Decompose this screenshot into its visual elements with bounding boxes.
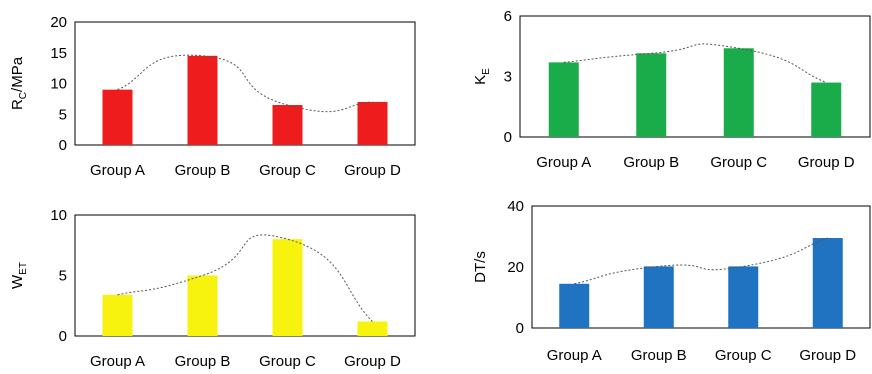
y-tick-label: 6 xyxy=(504,8,512,25)
bar-group-b xyxy=(187,275,218,336)
y-axis-label: KE xyxy=(472,68,492,85)
bar-group-a xyxy=(102,89,133,145)
x-tick-label: Group B xyxy=(175,162,231,179)
x-tick-label: Group A xyxy=(90,162,145,179)
y-tick-label: 3 xyxy=(504,69,512,86)
bar-group-b xyxy=(643,266,674,328)
bar-group-a xyxy=(102,294,133,336)
chart-2: 0 3 6 Group A Group B Group C Group D KE xyxy=(472,8,871,171)
x-tick-label: Group D xyxy=(798,154,855,171)
x-tick-label: Group B xyxy=(175,353,231,370)
bar-group-c xyxy=(272,105,303,145)
x-tick-label: Group D xyxy=(344,353,401,370)
x-tick-label: Group C xyxy=(710,154,767,171)
x-tick-label: Group B xyxy=(631,347,687,364)
y-tick-label: 40 xyxy=(507,198,524,215)
y-axis-label-subscript: C xyxy=(18,92,29,99)
bar-group-d xyxy=(811,82,842,137)
y-tick-label: 15 xyxy=(50,45,67,62)
y-axis-label: DT/s xyxy=(472,251,489,283)
bar-group-b xyxy=(187,55,218,146)
x-tick-label: Group C xyxy=(715,347,772,364)
bar-group-b xyxy=(636,53,667,137)
chart-4: 0 20 40 Group A Group B Group C Group D DT/s xyxy=(472,198,871,364)
bar-group-a xyxy=(559,283,590,328)
y-tick-label: 5 xyxy=(59,268,67,285)
y-axis-label-unit: /MPa xyxy=(9,56,26,92)
trend-line xyxy=(563,43,827,84)
y-axis-label-subscript: ET xyxy=(18,262,29,275)
y-axis-label-main: R xyxy=(9,99,26,110)
y-axis-label: WET xyxy=(9,262,29,289)
trend-line xyxy=(117,234,373,322)
x-tick-label: Group B xyxy=(623,154,679,171)
x-tick-label: Group C xyxy=(259,162,316,179)
y-axis-label-main: DT/s xyxy=(472,251,489,283)
bar-group-d xyxy=(812,238,843,328)
x-tick-label: Group D xyxy=(344,162,401,179)
trend-line xyxy=(117,54,373,113)
y-axis-label-main: K xyxy=(472,75,489,85)
plot-frame xyxy=(531,205,871,329)
y-tick-label: 0 xyxy=(59,328,67,345)
bar-group-d xyxy=(357,321,388,336)
y-axis-label: RC/MPa xyxy=(9,56,29,110)
bar-group-c xyxy=(728,266,759,328)
y-axis-label-subscript: E xyxy=(481,68,492,75)
x-tick-label: Group A xyxy=(536,154,591,171)
chart-3: 0 5 10 Group A Group B Group C Group D WET xyxy=(9,207,416,370)
y-tick-label: 0 xyxy=(516,320,524,337)
plot-frame xyxy=(74,21,416,146)
y-tick-label: 0 xyxy=(504,129,512,146)
bar-group-c xyxy=(272,239,303,336)
x-tick-label: Group A xyxy=(90,353,145,370)
x-tick-label: Group A xyxy=(547,347,602,364)
y-tick-label: 20 xyxy=(507,259,524,276)
y-tick-label: 10 xyxy=(50,76,67,93)
bar-group-d xyxy=(357,101,388,145)
y-tick-label: 0 xyxy=(59,137,67,154)
y-axis-label-main: W xyxy=(9,274,26,289)
y-tick-label: 5 xyxy=(59,106,67,123)
bar-group-c xyxy=(723,48,754,138)
plot-frame xyxy=(74,214,416,337)
y-tick-label: 10 xyxy=(50,207,67,224)
bar-group-a xyxy=(548,62,579,138)
chart-1: 0 5 10 15 20 Group A Group B Group C Group D RC/M… xyxy=(9,14,416,179)
x-tick-label: Group C xyxy=(259,353,316,370)
x-tick-label: Group D xyxy=(799,347,856,364)
plot-frame xyxy=(519,15,871,138)
y-tick-label: 20 xyxy=(50,14,67,31)
trend-line xyxy=(574,237,828,285)
